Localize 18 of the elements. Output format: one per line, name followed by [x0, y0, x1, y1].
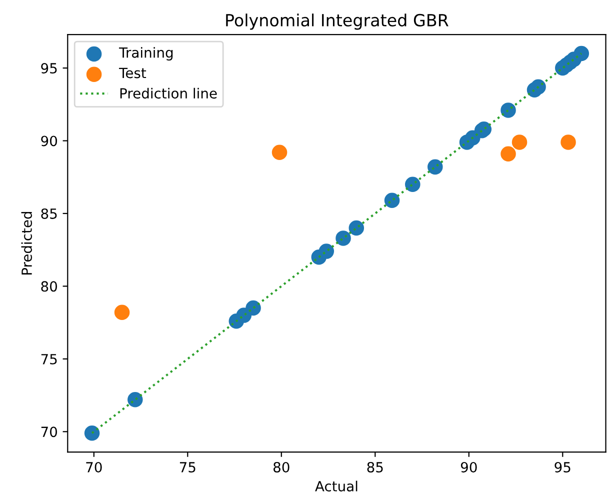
y-axis-title: Predicted: [21, 212, 32, 275]
x-tick-label: 85: [367, 462, 383, 472]
x-tick-label: 75: [180, 462, 196, 472]
y-tick-label: 70: [41, 426, 58, 438]
y-tick-label: 85: [41, 208, 57, 219]
x-axis-title: Actual: [315, 480, 358, 492]
y-tick-label: 90: [41, 136, 58, 146]
y-tick-label: 95: [41, 63, 57, 74]
legend-label: Training: [119, 47, 173, 61]
x-tick-label: 90: [460, 462, 477, 472]
y-tick-label: 80: [41, 281, 58, 292]
chart-title: Polynomial Integrated GBR: [226, 14, 448, 30]
y-tick-label: 75: [41, 354, 57, 364]
x-tick-label: 70: [86, 462, 102, 472]
x-tick-label: 80: [274, 462, 290, 472]
legend-label: Test: [119, 68, 146, 78]
x-tick-label: 95: [554, 462, 570, 472]
legend-label: Prediction line: [120, 88, 217, 99]
